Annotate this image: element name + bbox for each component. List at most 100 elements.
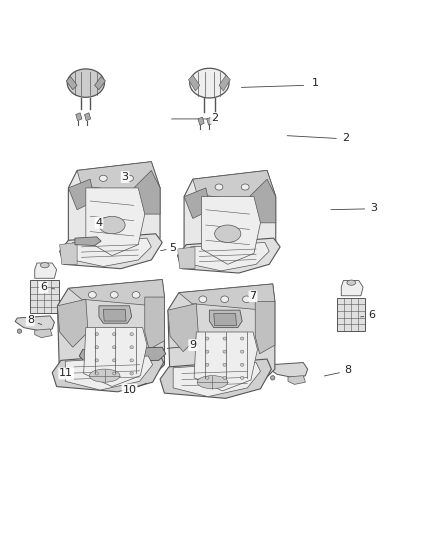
- Polygon shape: [86, 188, 145, 256]
- Polygon shape: [201, 197, 261, 264]
- Polygon shape: [160, 359, 272, 398]
- Ellipse shape: [113, 346, 116, 349]
- Ellipse shape: [95, 359, 99, 362]
- Ellipse shape: [113, 333, 116, 336]
- Polygon shape: [184, 171, 276, 271]
- Ellipse shape: [205, 363, 209, 366]
- Polygon shape: [168, 304, 198, 352]
- Text: 3: 3: [371, 203, 378, 213]
- Ellipse shape: [99, 175, 107, 181]
- Polygon shape: [30, 280, 59, 313]
- Ellipse shape: [95, 333, 99, 336]
- Text: 2: 2: [342, 133, 349, 143]
- Polygon shape: [35, 329, 52, 338]
- Polygon shape: [68, 280, 164, 306]
- Ellipse shape: [130, 346, 134, 349]
- Polygon shape: [219, 75, 230, 91]
- Ellipse shape: [215, 184, 223, 190]
- Text: 6: 6: [40, 282, 47, 293]
- Polygon shape: [288, 376, 305, 384]
- Polygon shape: [60, 243, 77, 264]
- Ellipse shape: [130, 333, 134, 336]
- Ellipse shape: [223, 350, 226, 353]
- Polygon shape: [68, 179, 95, 210]
- Ellipse shape: [197, 376, 228, 389]
- Polygon shape: [65, 362, 115, 375]
- Ellipse shape: [113, 359, 116, 362]
- Polygon shape: [268, 362, 307, 378]
- Ellipse shape: [223, 363, 226, 366]
- Polygon shape: [79, 348, 166, 362]
- Polygon shape: [15, 316, 54, 331]
- Polygon shape: [188, 75, 200, 91]
- Ellipse shape: [205, 337, 209, 340]
- Polygon shape: [209, 310, 242, 328]
- Polygon shape: [75, 237, 101, 246]
- Polygon shape: [57, 299, 88, 348]
- Text: 8: 8: [27, 315, 34, 325]
- Text: 10: 10: [123, 385, 137, 394]
- Ellipse shape: [99, 216, 125, 234]
- Text: 11: 11: [59, 368, 73, 378]
- Polygon shape: [60, 234, 162, 269]
- Ellipse shape: [130, 359, 134, 362]
- Text: 1: 1: [311, 78, 318, 88]
- Polygon shape: [35, 263, 57, 278]
- Polygon shape: [103, 309, 126, 321]
- Ellipse shape: [223, 376, 226, 379]
- Ellipse shape: [240, 350, 244, 353]
- Ellipse shape: [17, 329, 21, 333]
- Polygon shape: [99, 306, 132, 323]
- Text: 2: 2: [211, 113, 218, 123]
- Ellipse shape: [95, 346, 99, 349]
- Polygon shape: [66, 77, 77, 90]
- Text: 9: 9: [189, 340, 196, 350]
- Polygon shape: [65, 356, 152, 390]
- Ellipse shape: [130, 372, 134, 375]
- Text: 8: 8: [344, 366, 351, 375]
- Polygon shape: [77, 161, 160, 195]
- Polygon shape: [255, 302, 275, 354]
- Ellipse shape: [95, 372, 99, 375]
- Ellipse shape: [110, 292, 118, 298]
- Text: 3: 3: [122, 172, 129, 182]
- Text: 7: 7: [250, 291, 257, 301]
- Polygon shape: [68, 161, 160, 262]
- Ellipse shape: [243, 296, 251, 303]
- Polygon shape: [341, 280, 363, 296]
- Polygon shape: [177, 238, 280, 273]
- Polygon shape: [76, 113, 82, 120]
- Polygon shape: [57, 280, 164, 391]
- Polygon shape: [250, 179, 276, 223]
- Ellipse shape: [67, 69, 104, 98]
- Polygon shape: [184, 188, 210, 219]
- Polygon shape: [73, 238, 151, 266]
- Ellipse shape: [240, 337, 244, 340]
- Polygon shape: [179, 284, 275, 310]
- Text: 4: 4: [95, 218, 102, 228]
- Polygon shape: [193, 171, 276, 203]
- Ellipse shape: [205, 350, 209, 353]
- Ellipse shape: [190, 68, 229, 98]
- Ellipse shape: [199, 296, 207, 303]
- Ellipse shape: [347, 280, 356, 285]
- Polygon shape: [198, 117, 204, 125]
- Polygon shape: [145, 297, 164, 350]
- Ellipse shape: [271, 376, 275, 380]
- Ellipse shape: [223, 337, 226, 340]
- Ellipse shape: [126, 175, 134, 181]
- Polygon shape: [168, 284, 275, 395]
- Text: 6: 6: [368, 310, 375, 320]
- Polygon shape: [194, 332, 258, 391]
- Polygon shape: [95, 77, 106, 90]
- Polygon shape: [191, 243, 269, 271]
- Polygon shape: [214, 313, 237, 326]
- Polygon shape: [85, 113, 91, 120]
- Ellipse shape: [240, 376, 244, 379]
- Ellipse shape: [89, 369, 120, 382]
- Polygon shape: [337, 298, 365, 330]
- Polygon shape: [52, 352, 163, 392]
- Polygon shape: [207, 117, 213, 125]
- Ellipse shape: [240, 363, 244, 366]
- Polygon shape: [134, 171, 160, 214]
